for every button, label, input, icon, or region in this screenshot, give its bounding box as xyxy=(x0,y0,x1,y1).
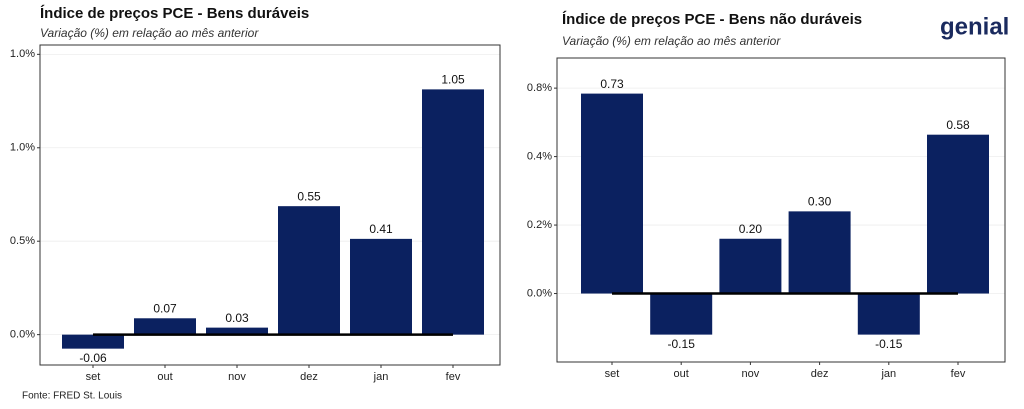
plot-frame xyxy=(39,44,501,366)
bar xyxy=(719,238,782,294)
bar xyxy=(788,211,851,294)
value-label: -0.15 xyxy=(668,337,696,351)
value-label: 0.58 xyxy=(946,118,970,132)
x-tick-label: fev xyxy=(951,368,966,380)
bar xyxy=(650,293,713,335)
plot-frame xyxy=(556,57,1006,363)
x-tick-label: jan xyxy=(373,371,389,383)
value-label: 0.30 xyxy=(808,195,832,209)
bar xyxy=(206,327,268,335)
x-tick-label: out xyxy=(674,368,689,380)
x-tick-label: jan xyxy=(880,368,896,380)
value-label: 1.05 xyxy=(441,73,465,87)
y-tick-label: 0.0% xyxy=(10,329,35,341)
value-label: -0.15 xyxy=(875,337,903,351)
bar xyxy=(927,134,989,294)
bar xyxy=(134,318,196,335)
source: Fonte: FRED St. Louis xyxy=(22,391,122,402)
x-tick-label: nov xyxy=(228,371,246,383)
y-tick-label: 1.0% xyxy=(10,48,35,60)
chart-subtitle: Variação (%) em relação ao mês anterior xyxy=(40,26,259,40)
y-tick-label: 1.0% xyxy=(10,142,35,154)
bar xyxy=(857,293,920,335)
chart-title: Índice de preços PCE - Bens duráveis xyxy=(40,5,309,22)
x-tick-label: dez xyxy=(300,371,318,383)
value-label: 0.55 xyxy=(297,189,321,203)
chart-subtitle: Variação (%) em relação ao mês anterior xyxy=(562,34,781,48)
y-tick-label: 0.8% xyxy=(527,82,552,94)
x-tick-label: set xyxy=(86,371,101,383)
bar xyxy=(278,206,340,335)
bar xyxy=(581,93,643,294)
bar xyxy=(350,238,412,335)
brand-logo: genial xyxy=(940,13,1009,40)
y-tick-label: 0.5% xyxy=(10,235,35,247)
bar xyxy=(62,334,124,349)
y-tick-label: 0.4% xyxy=(527,151,552,163)
x-tick-label: set xyxy=(605,368,620,380)
bar xyxy=(422,89,484,335)
x-tick-label: nov xyxy=(742,368,760,380)
value-label: 0.41 xyxy=(369,222,393,236)
value-label: 0.73 xyxy=(600,77,624,91)
x-tick-label: dez xyxy=(811,368,829,380)
value-label: -0.06 xyxy=(79,351,107,365)
value-label: 0.20 xyxy=(739,222,763,236)
y-tick-label: 0.0% xyxy=(527,287,552,299)
x-tick-label: out xyxy=(157,371,172,383)
x-tick-label: fev xyxy=(446,371,461,383)
value-label: 0.03 xyxy=(225,311,249,325)
chart-title: Índice de preços PCE - Bens não duráveis xyxy=(562,11,862,28)
y-tick-label: 0.2% xyxy=(527,219,552,231)
value-label: 0.07 xyxy=(153,301,177,315)
